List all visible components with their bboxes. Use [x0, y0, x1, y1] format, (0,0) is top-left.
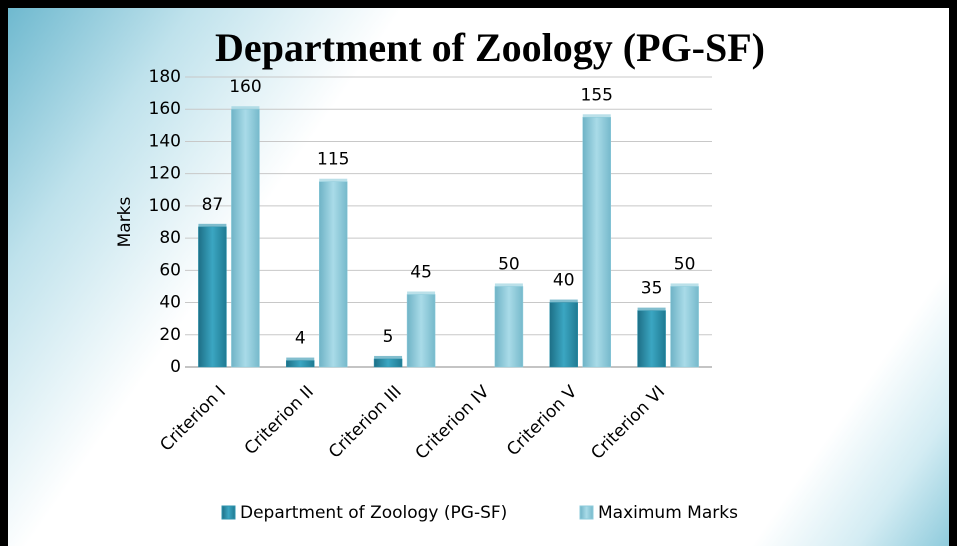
x-tick-label: Criterion IV	[412, 382, 494, 464]
y-tick-label: 160	[149, 99, 181, 119]
bar-top	[549, 299, 578, 303]
data-label: 40	[553, 271, 575, 291]
legend-label: Department of Zoology (PG-SF)	[240, 503, 507, 523]
data-label: 155	[581, 85, 613, 105]
bar	[670, 286, 699, 368]
bar-top	[637, 307, 666, 311]
chart-title: Department of Zoology (PG-SF)	[215, 25, 765, 70]
x-tick-label: Criterion II	[241, 382, 318, 459]
data-label: 45	[410, 263, 432, 283]
legend-swatch	[221, 505, 236, 520]
y-tick-label: 120	[149, 164, 181, 184]
bar	[582, 117, 611, 368]
bar-top	[582, 114, 611, 118]
y-tick-label: 0	[170, 357, 181, 377]
bar-top	[407, 291, 436, 295]
bar-top	[286, 357, 315, 361]
bar	[319, 181, 348, 368]
bar	[549, 302, 578, 368]
bar-top	[319, 178, 348, 182]
y-tick-label: 100	[149, 196, 181, 216]
data-label: 5	[383, 327, 394, 347]
bar-top	[670, 283, 699, 287]
data-label: 160	[229, 77, 261, 97]
bar	[286, 360, 315, 368]
data-label: 50	[498, 254, 520, 274]
bar-top	[198, 223, 227, 227]
legend-label: Maximum Marks	[598, 503, 738, 523]
y-axis-label: Marks	[115, 196, 135, 247]
data-label: 35	[641, 279, 663, 299]
bar	[198, 226, 227, 368]
y-tick-label: 80	[159, 228, 181, 248]
data-label: 50	[674, 254, 696, 274]
legend-swatch	[579, 505, 594, 520]
y-tick-label: 40	[159, 293, 181, 313]
y-tick-label: 140	[149, 131, 181, 151]
bar	[373, 358, 403, 368]
bar-top	[494, 283, 523, 287]
x-tick-label: Criterion VI	[587, 382, 669, 464]
x-tick-label: Criterion I	[156, 382, 230, 456]
x-tick-label: Criterion III	[325, 382, 406, 463]
x-tick-label: Criterion V	[503, 382, 581, 460]
y-tick-label: 20	[159, 325, 181, 345]
bar	[406, 294, 436, 368]
bar	[231, 108, 260, 368]
bar	[637, 310, 666, 368]
bar	[494, 286, 524, 368]
bar-top	[231, 106, 260, 110]
data-label: 87	[202, 195, 224, 215]
data-label: 4	[295, 329, 306, 349]
y-tick-label: 60	[159, 260, 181, 280]
bar-top	[374, 355, 403, 359]
y-tick-label: 180	[149, 67, 181, 87]
data-label: 115	[317, 150, 349, 170]
